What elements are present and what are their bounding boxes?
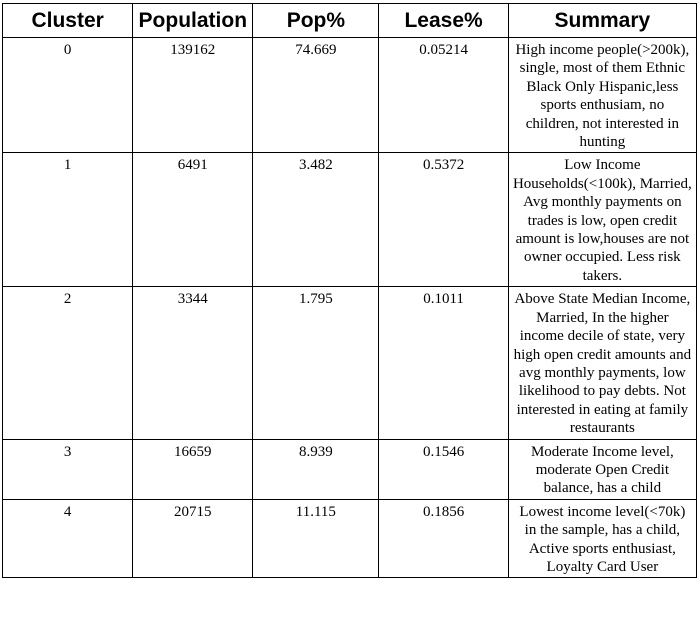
population-cell: 20715: [132, 498, 254, 579]
table-row: 4 20715 11.115 0.1856 Lowest income leve…: [1, 498, 698, 579]
population-cell: 139162: [132, 36, 254, 154]
lease-percent-cell: 0.1546: [378, 438, 509, 500]
lease-percent-cell: 0.05214: [378, 36, 509, 154]
cluster-cell: 0: [1, 36, 134, 154]
table-row: 0 139162 74.669 0.05214 High income peop…: [1, 36, 698, 154]
summary-cell: Low Income Households(<100k), Married, A…: [507, 152, 698, 288]
lease-percent-cell: 0.1856: [378, 498, 509, 579]
population-cell: 6491: [132, 152, 254, 288]
lease-percent-cell: 0.5372: [378, 152, 509, 288]
population-cell: 16659: [132, 438, 254, 500]
summary-cell: Lowest income level(<70k) in the sample,…: [507, 498, 698, 579]
summary-cell: High income people(>200k), single, most …: [507, 36, 698, 154]
population-cell: 3344: [132, 286, 254, 440]
cluster-cell: 3: [1, 438, 134, 500]
table-row: 2 3344 1.795 0.1011 Above State Median I…: [1, 286, 698, 440]
header-pop-percent: Pop%: [252, 3, 380, 38]
cluster-cell: 1: [1, 152, 134, 288]
summary-cell: Above State Median Income, Married, In t…: [507, 286, 698, 440]
table-row: 1 6491 3.482 0.5372 Low Income Household…: [1, 152, 698, 288]
pop-percent-cell: 11.115: [252, 498, 380, 579]
header-summary: Summary: [507, 3, 698, 38]
header-lease-percent: Lease%: [378, 3, 509, 38]
pop-percent-cell: 3.482: [252, 152, 380, 288]
pop-percent-cell: 8.939: [252, 438, 380, 500]
header-row: Cluster Population Pop% Lease% Summary: [1, 3, 698, 38]
pop-percent-cell: 1.795: [252, 286, 380, 440]
summary-cell: Moderate Income level, moderate Open Cre…: [507, 438, 698, 500]
lease-percent-cell: 0.1011: [378, 286, 509, 440]
cluster-cell: 2: [1, 286, 134, 440]
cluster-table-container: Cluster Population Pop% Lease% Summary 0…: [1, 3, 698, 579]
header-population: Population: [132, 3, 254, 38]
pop-percent-cell: 74.669: [252, 36, 380, 154]
cluster-summary-table: Cluster Population Pop% Lease% Summary 0…: [1, 3, 698, 579]
table-row: 3 16659 8.939 0.1546 Moderate Income lev…: [1, 438, 698, 500]
cluster-cell: 4: [1, 498, 134, 579]
header-cluster: Cluster: [1, 3, 134, 38]
